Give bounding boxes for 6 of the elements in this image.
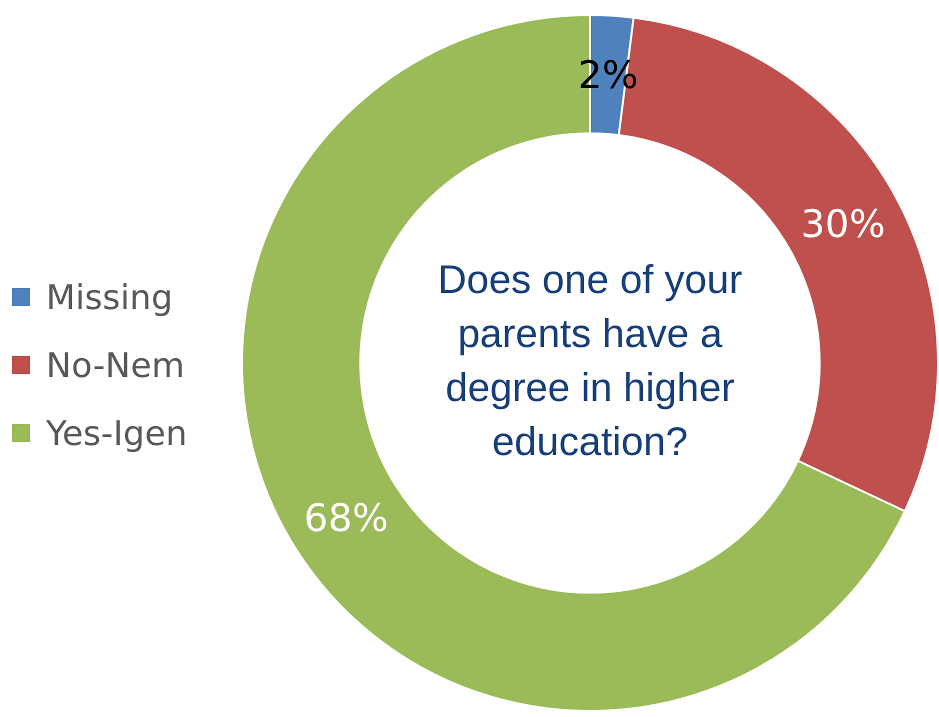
- legend-label: Yes-Igen: [45, 414, 188, 454]
- text: Does one of your parents have a degree in higher education?: [438, 258, 742, 464]
- legend-label: No-Nem: [46, 346, 185, 386]
- data-label: 68%: [304, 496, 388, 540]
- legend-label: Missing: [46, 278, 173, 318]
- data-label: 30%: [800, 202, 886, 246]
